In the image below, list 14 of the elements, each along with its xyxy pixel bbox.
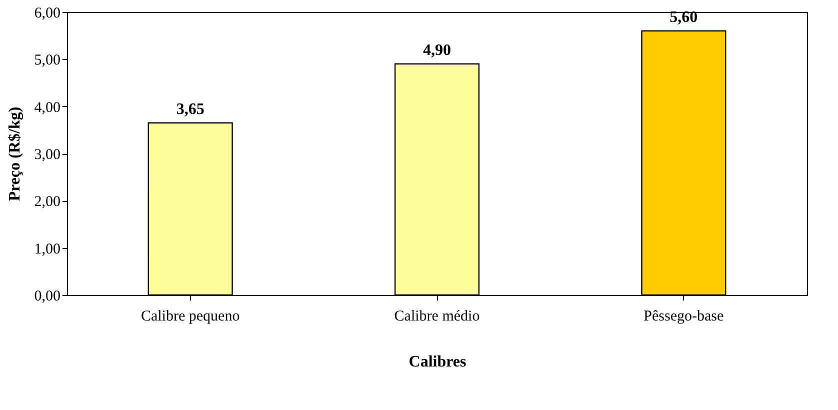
y-tick-label: 0,00 [34,288,60,304]
data-label: 4,90 [423,42,451,59]
y-tick-label: 4,00 [34,100,60,116]
y-tick-label: 3,00 [34,147,60,163]
x-tick-label: Calibre médio [394,308,480,324]
y-tick-label: 1,00 [34,241,60,258]
y-tick-label: 5,00 [34,52,60,69]
data-label: 3,65 [176,100,204,118]
y-tick-label: 6,00 [34,6,60,22]
x-tick-label: Pêssego-base [644,308,724,324]
x-tick-label: Calibre pequeno [140,308,240,324]
x-axis-title: Calibres [408,354,466,370]
y-axis-title: Preço (R$/kg) [6,106,24,202]
y-tick-label: 2,00 [34,194,60,210]
